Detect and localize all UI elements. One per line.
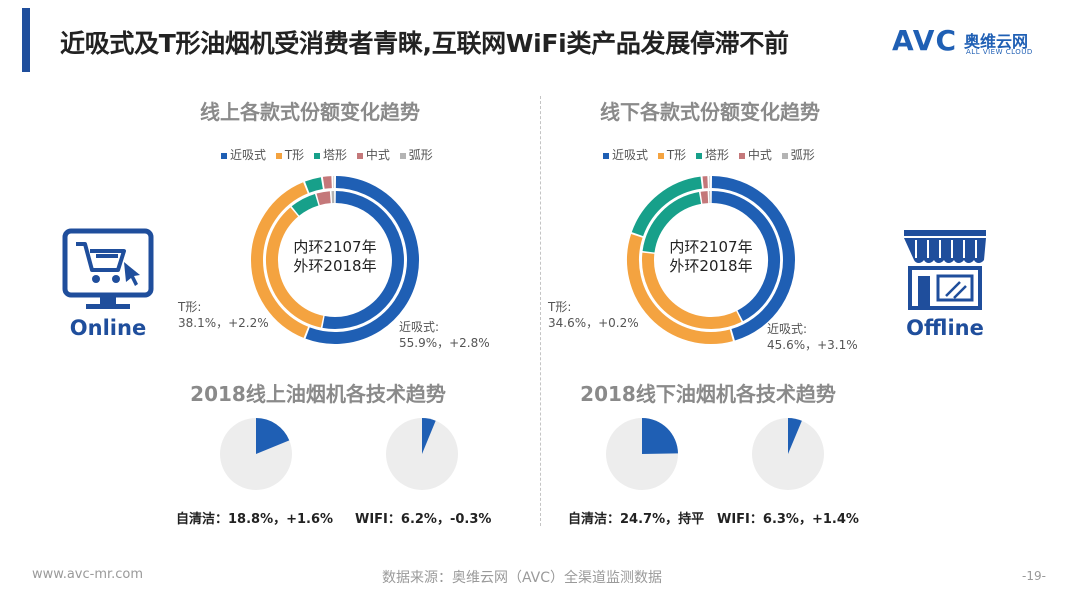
online-style-chart-title: 线上各款式份额变化趋势 <box>200 100 420 124</box>
offline-legend: 近吸式 T形 塔形 中式 弧形 <box>603 146 821 163</box>
legend-item: 中式 <box>738 148 772 162</box>
online-near-suction-label: 近吸式: 55.9%，+2.8% <box>399 319 490 351</box>
legend-swatch <box>657 152 664 159</box>
legend-label: 中式 <box>747 148 772 162</box>
pie-value-slice <box>642 418 678 454</box>
pie-value-slice <box>256 418 290 454</box>
online-legend: 近吸式 T形 塔形 中式 弧形 <box>221 146 439 163</box>
legend-swatch <box>696 152 703 159</box>
offline-self-cleaning-label: 自清洁：24.7%，持平 <box>568 512 705 527</box>
near-label-name: 近吸式: <box>399 320 440 334</box>
near-label-name: 近吸式: <box>767 322 808 336</box>
avc-logo: AVC 奥维云网 ALL VIEW CLOUD <box>892 24 1062 64</box>
donut-inner-segment-middle <box>700 191 709 204</box>
donut-inner-segment-middle <box>316 191 331 206</box>
legend-item: T形 <box>657 148 687 162</box>
online-self-cleaning-label: 自清洁：18.8%，+1.6% <box>176 512 334 527</box>
donut-outer-segment-t-shape <box>251 182 309 338</box>
t-label-value: 34.6%，+0.2% <box>548 316 639 330</box>
center-line-1: 内环2107年 <box>669 238 753 256</box>
donut-inner-segment-near-suction <box>322 191 404 329</box>
donut-outer-segment-tower <box>305 177 324 193</box>
offline-t-shape-label: T形: 34.6%，+0.2% <box>548 299 639 331</box>
legend-label: 塔形 <box>705 148 730 162</box>
donut-outer-segment-middle <box>322 176 332 189</box>
donut-outer-segment-t-shape <box>627 233 733 344</box>
pie-value-slice <box>422 418 436 454</box>
near-label-value: 45.6%，+3.1% <box>767 338 858 352</box>
legend-label: T形 <box>666 148 687 162</box>
offline-wifi-pie-chart <box>752 418 824 490</box>
donut-inner-segment-near-suction <box>711 191 780 322</box>
legend-label: 中式 <box>365 148 390 162</box>
donut-inner-segment-tower <box>291 193 319 216</box>
online-tech-chart-title: 2018线上油烟机各技术趋势 <box>190 382 446 406</box>
legend-swatch <box>314 152 321 159</box>
offline-icon-label: Offline <box>906 316 984 340</box>
logo-brand-text: AVC <box>892 24 957 57</box>
legend-label: 弧形 <box>790 148 815 162</box>
legend-label: T形 <box>284 148 305 162</box>
offline-style-donut-chart <box>627 176 795 344</box>
page-title: 近吸式及T形油烟机受消费者青睐,互联网WiFi类产品发展停滞不前 <box>60 29 789 58</box>
legend-item: 近吸式 <box>221 148 266 162</box>
legend-item: 塔形 <box>696 148 729 162</box>
online-icon-label: Online <box>69 316 147 340</box>
center-line-1: 内环2107年 <box>293 238 377 256</box>
online-self-cleaning-pie-chart <box>220 418 292 490</box>
legend-swatch <box>275 152 282 159</box>
legend-swatch <box>356 152 363 159</box>
donut-outer-segment-near-suction <box>711 176 795 341</box>
online-wifi-pie-chart <box>386 418 458 490</box>
offline-wifi-label: WIFI：6.3%，+1.4% <box>717 512 859 527</box>
donut-inner-segment-t-shape <box>266 207 324 328</box>
donut-inner-segment-tower <box>642 192 702 253</box>
offline-storefront-icon <box>904 230 986 310</box>
logo-cn-text: 奥维云网 <box>964 32 1029 51</box>
online-wifi-label: WIFI：6.2%，-0.3% <box>355 512 492 527</box>
legend-swatch <box>399 152 406 159</box>
online-t-shape-label: T形: 38.1%，+2.2% <box>178 299 269 331</box>
logo-en-text: ALL VIEW CLOUD <box>966 48 1033 56</box>
pie-value-slice <box>788 418 802 454</box>
legend-swatch <box>603 152 609 159</box>
legend-swatch <box>738 152 745 159</box>
footer-page-number: -19- <box>1022 569 1046 583</box>
legend-item: 中式 <box>356 148 390 162</box>
legend-item: 近吸式 <box>603 148 648 162</box>
legend-item: T形 <box>275 148 305 162</box>
footer-data-source: 数据来源：奥维云网（AVC）全渠道监测数据 <box>382 570 663 586</box>
legend-label: 弧形 <box>408 148 433 162</box>
title-accent-bar <box>22 8 30 72</box>
legend-swatch <box>781 152 788 159</box>
t-label-name: T形: <box>548 300 572 314</box>
legend-item: 塔形 <box>314 148 347 162</box>
online-style-donut-chart <box>251 176 419 344</box>
offline-tech-chart-title: 2018线下油烟机各技术趋势 <box>580 382 836 406</box>
legend-label: 塔形 <box>323 148 348 162</box>
center-line-2: 外环2018年 <box>669 257 753 275</box>
center-line-2: 外环2018年 <box>293 257 377 275</box>
legend-label: 近吸式 <box>612 148 649 162</box>
legend-swatch <box>221 152 227 159</box>
online-donut-center-text: 内环2107年 外环2018年 <box>280 238 390 276</box>
offline-self-cleaning-pie-chart <box>606 418 678 490</box>
legend-label: 近吸式 <box>230 148 267 162</box>
legend-item: 弧形 <box>399 148 433 162</box>
offline-style-chart-title: 线下各款式份额变化趋势 <box>600 100 820 124</box>
near-label-value: 55.9%，+2.8% <box>399 336 490 350</box>
offline-near-suction-label: 近吸式: 45.6%，+3.1% <box>767 321 858 353</box>
t-label-name: T形: <box>178 300 202 314</box>
online-shopping-cart-icon <box>62 228 154 309</box>
panel-divider <box>540 96 541 526</box>
t-label-value: 38.1%，+2.2% <box>178 316 269 330</box>
donut-outer-segment-tower <box>631 176 703 237</box>
donut-outer-segment-near-suction <box>305 176 419 344</box>
offline-donut-center-text: 内环2107年 外环2018年 <box>656 238 766 276</box>
legend-item: 弧形 <box>781 148 815 162</box>
footer-website-url: www.avc-mr.com <box>32 567 144 582</box>
donut-inner-segment-t-shape <box>642 252 742 329</box>
